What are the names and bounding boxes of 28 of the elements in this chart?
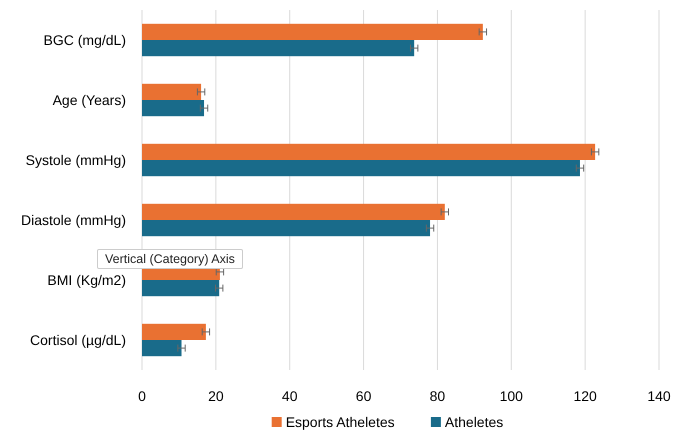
y-tick-label: Systole (mmHg)	[26, 152, 126, 168]
legend-label: Esports Atheletes	[286, 414, 395, 430]
x-tick-label: 20	[208, 388, 224, 404]
bar	[142, 84, 202, 100]
bar	[142, 220, 430, 236]
x-tick-label: 60	[356, 388, 372, 404]
y-tick-label: BMI (Kg/m2)	[47, 272, 126, 288]
x-tick-label: 100	[500, 388, 524, 404]
x-tick-label: 140	[647, 388, 671, 404]
x-tick-label: 120	[573, 388, 598, 404]
bar	[142, 340, 182, 356]
bar	[142, 160, 580, 176]
y-tick-label: Cortisol (µg/dL)	[30, 332, 126, 348]
y-tick-label: Diastole (mmHg)	[20, 212, 126, 228]
legend-label: Atheletes	[444, 414, 504, 430]
y-tick-label: Age (Years)	[52, 92, 126, 108]
x-tick-label: 40	[282, 388, 298, 404]
y-tick-label: BGC (mg/dL)	[44, 32, 126, 48]
bar	[142, 280, 220, 296]
x-tick-label: 0	[138, 388, 146, 404]
bar	[142, 144, 596, 160]
bar	[142, 324, 206, 340]
bar	[142, 204, 445, 220]
annotation: Vertical (Category) Axis	[97, 249, 243, 269]
x-tick-label: 80	[430, 388, 446, 404]
bar	[142, 24, 483, 40]
bar	[142, 40, 414, 56]
bar	[142, 100, 204, 116]
